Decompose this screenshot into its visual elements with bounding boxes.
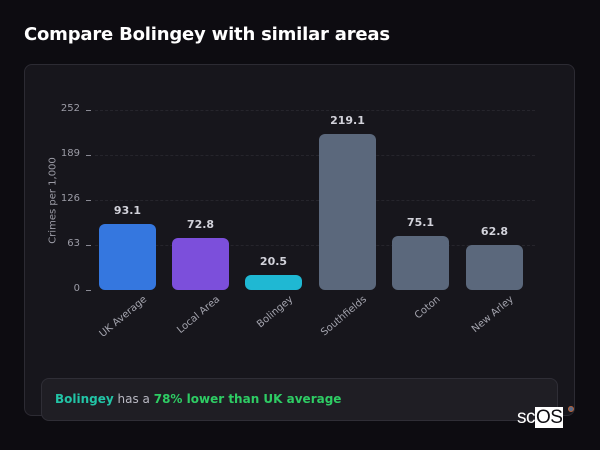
bar-local-area[interactable] xyxy=(172,238,229,290)
summary-area-name: Bolingey xyxy=(55,392,114,406)
page-title: Compare Bolingey with similar areas xyxy=(24,24,390,45)
bar-uk-average[interactable] xyxy=(99,223,156,290)
bar-new-arley[interactable] xyxy=(466,245,523,290)
summary-connector: has a xyxy=(113,392,154,406)
bar-bolingey[interactable] xyxy=(245,275,302,290)
scos-logo: scOS xyxy=(517,407,564,428)
registered-mark-icon xyxy=(568,406,574,412)
summary-stat: 78% lower than UK average xyxy=(153,392,342,406)
bar-southfields[interactable] xyxy=(319,133,376,290)
summary-panel: Bolingey has a 78% lower than UK average xyxy=(41,378,558,421)
bar-coton[interactable] xyxy=(392,236,449,290)
